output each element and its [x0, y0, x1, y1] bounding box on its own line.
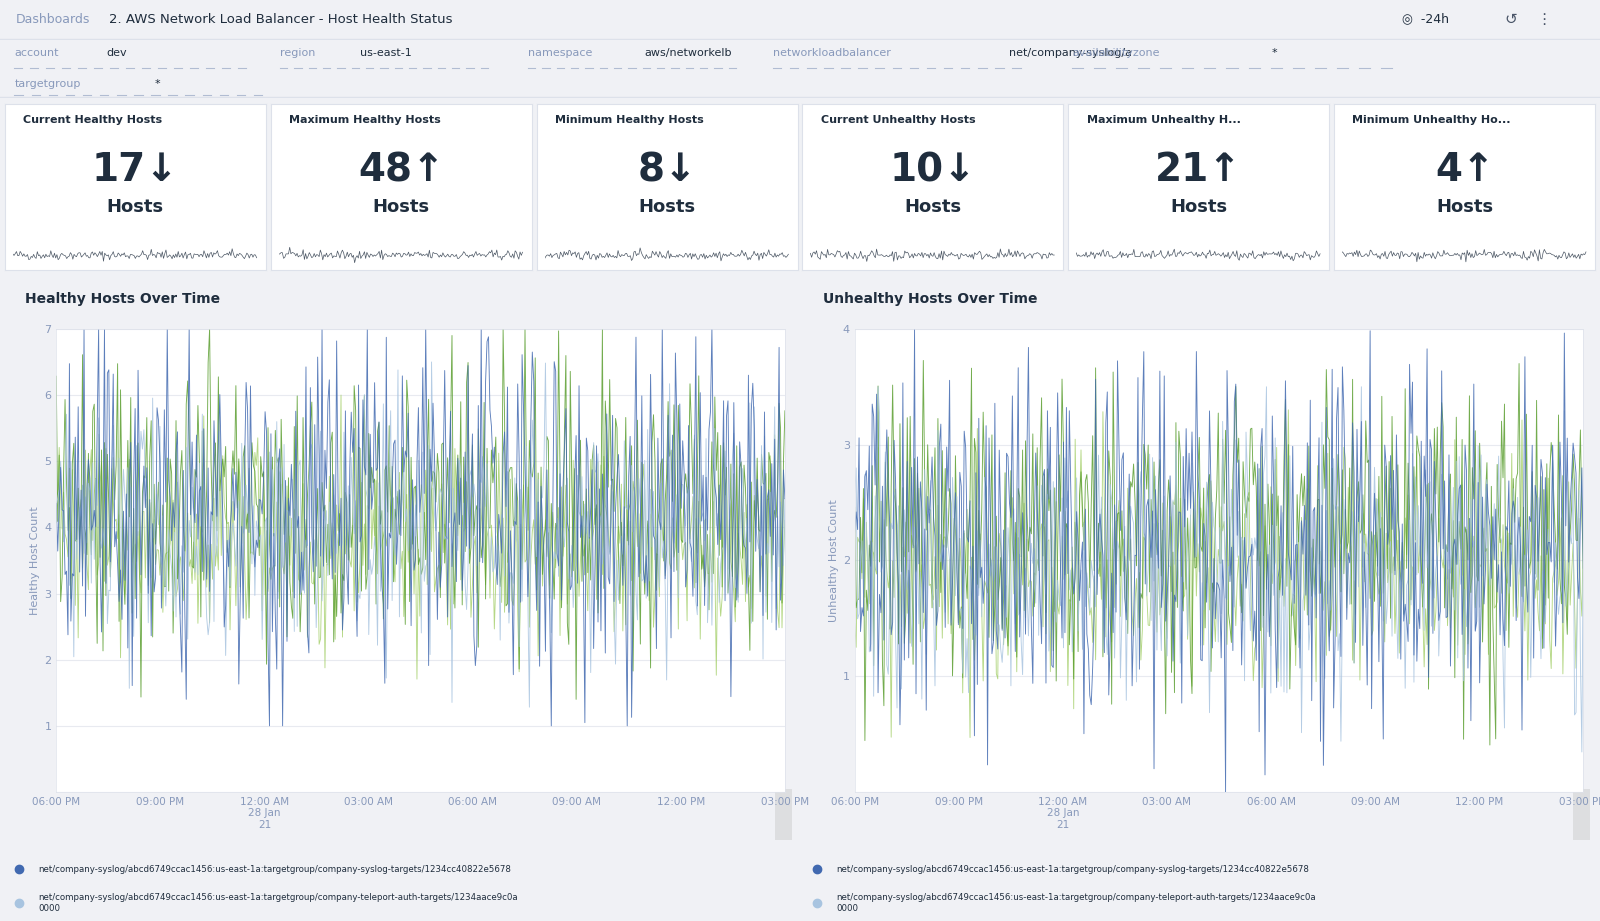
- Y-axis label: Unhealthy Host Count: Unhealthy Host Count: [829, 499, 838, 622]
- Text: targetgroup: targetgroup: [14, 79, 80, 89]
- Text: Minimum Healthy Hosts: Minimum Healthy Hosts: [555, 115, 704, 125]
- Text: *: *: [1272, 48, 1278, 58]
- Text: region: region: [280, 48, 315, 58]
- Text: ◎  -24h: ◎ -24h: [1402, 13, 1448, 26]
- Text: Hosts: Hosts: [904, 198, 962, 216]
- Text: Hosts: Hosts: [1170, 198, 1227, 216]
- Text: 2. AWS Network Load Balancer - Host Health Status: 2. AWS Network Load Balancer - Host Heal…: [109, 13, 453, 26]
- Text: 10↓: 10↓: [890, 151, 976, 190]
- Text: account: account: [14, 48, 59, 58]
- Text: ↺: ↺: [1504, 12, 1517, 27]
- Text: dev: dev: [106, 48, 126, 58]
- Text: net/company-syslog/abcd6749ccac1456:us-east-1a:targetgroup/company-teleport-auth: net/company-syslog/abcd6749ccac1456:us-e…: [38, 893, 518, 913]
- Text: Maximum Healthy Hosts: Maximum Healthy Hosts: [290, 115, 440, 125]
- Text: 17↓: 17↓: [91, 151, 179, 190]
- Text: net/company-syslog/a: net/company-syslog/a: [1008, 48, 1131, 58]
- Text: Dashboards: Dashboards: [16, 13, 90, 26]
- Text: Hosts: Hosts: [1437, 198, 1493, 216]
- Text: *: *: [154, 79, 160, 89]
- Text: net/company-syslog/abcd6749ccac1456:us-east-1a:targetgroup/company-teleport-auth: net/company-syslog/abcd6749ccac1456:us-e…: [837, 893, 1317, 913]
- Text: 4↑: 4↑: [1435, 151, 1494, 190]
- Text: Minimum Unhealthy Ho...: Minimum Unhealthy Ho...: [1352, 115, 1510, 125]
- Text: net/company-syslog/abcd6749ccac1456:us-east-1a:targetgroup/company-syslog-target: net/company-syslog/abcd6749ccac1456:us-e…: [38, 865, 510, 874]
- Y-axis label: Healthy Host Count: Healthy Host Count: [30, 506, 40, 615]
- Text: 21↑: 21↑: [1155, 151, 1242, 190]
- Text: Hosts: Hosts: [373, 198, 430, 216]
- Text: Current Unhealthy Hosts: Current Unhealthy Hosts: [821, 115, 976, 125]
- Text: Hosts: Hosts: [638, 198, 696, 216]
- Text: Hosts: Hosts: [107, 198, 163, 216]
- Text: namespace: namespace: [528, 48, 592, 58]
- Bar: [774, 788, 792, 840]
- Text: Current Healthy Hosts: Current Healthy Hosts: [22, 115, 162, 125]
- Text: Unhealthy Hosts Over Time: Unhealthy Hosts Over Time: [822, 292, 1037, 306]
- Text: networkloadbalancer: networkloadbalancer: [773, 48, 891, 58]
- Text: Healthy Hosts Over Time: Healthy Hosts Over Time: [24, 292, 219, 306]
- Text: us-east-1: us-east-1: [360, 48, 411, 58]
- Text: aws/networkelb: aws/networkelb: [643, 48, 731, 58]
- Text: 8↓: 8↓: [637, 151, 698, 190]
- Text: 48↑: 48↑: [358, 151, 445, 190]
- Text: Maximum Unhealthy H...: Maximum Unhealthy H...: [1086, 115, 1240, 125]
- Text: net/company-syslog/abcd6749ccac1456:us-east-1a:targetgroup/company-syslog-target: net/company-syslog/abcd6749ccac1456:us-e…: [837, 865, 1309, 874]
- Text: ⋮: ⋮: [1536, 12, 1552, 27]
- Text: availabilityzone: availabilityzone: [1072, 48, 1160, 58]
- Bar: [1573, 788, 1590, 840]
